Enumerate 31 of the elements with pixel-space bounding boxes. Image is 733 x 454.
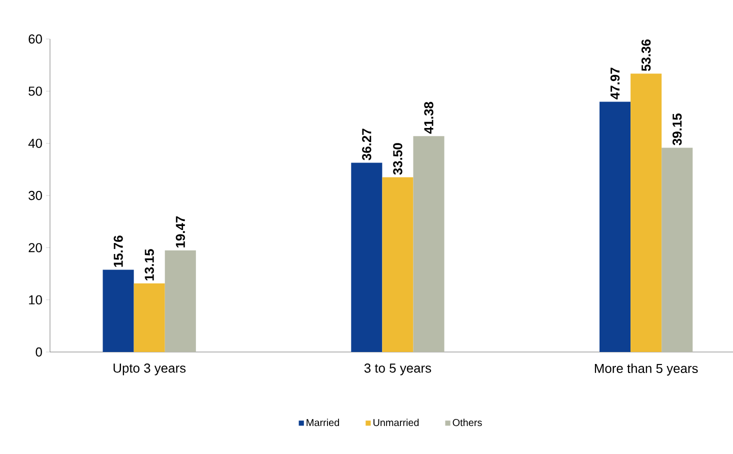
y-tick-label: 60 <box>28 34 42 44</box>
legend-label: Married <box>306 418 340 426</box>
data-label: 47.97 <box>610 68 620 100</box>
bar <box>382 177 414 352</box>
bar <box>662 148 693 352</box>
bar <box>134 283 165 352</box>
x-tick-label: 3 to 5 years <box>364 364 432 376</box>
data-label: 15.76 <box>114 236 123 267</box>
bar <box>413 136 444 352</box>
bar <box>164 250 196 352</box>
y-tick-label: 10 <box>29 295 42 304</box>
bar <box>351 162 382 352</box>
bar <box>600 102 631 352</box>
data-label: 39.15 <box>672 114 682 146</box>
y-tick-label: 20 <box>28 243 42 252</box>
x-tick-label: More than 5 years <box>594 364 698 376</box>
x-tick-label: Upto 3 years <box>114 364 186 376</box>
bar <box>630 74 662 352</box>
y-tick-label: 50 <box>28 86 42 96</box>
bar <box>102 270 134 352</box>
y-tick-label: 30 <box>28 190 42 200</box>
data-label: 13.15 <box>144 249 154 280</box>
data-label: 53.36 <box>641 40 651 72</box>
legend-label: Others <box>452 418 482 426</box>
data-label: 33.50 <box>393 143 402 175</box>
data-label: 36.27 <box>362 128 372 160</box>
data-label: 41.38 <box>424 102 434 134</box>
legend-label: Unmarried <box>374 418 419 426</box>
data-label: 19.47 <box>176 216 185 248</box>
y-tick-label: 0 <box>36 347 42 357</box>
y-tick-label: 40 <box>28 138 42 148</box>
